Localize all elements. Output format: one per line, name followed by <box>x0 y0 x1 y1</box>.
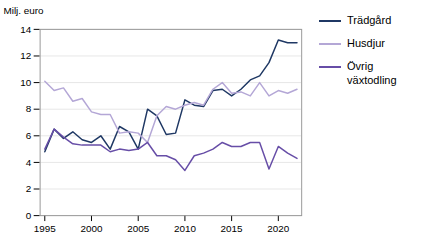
svg-text:10: 10 <box>20 77 32 88</box>
svg-text:14: 14 <box>20 24 32 35</box>
svg-text:8: 8 <box>26 103 32 114</box>
svg-text:6: 6 <box>26 130 32 141</box>
svg-text:2015: 2015 <box>221 223 244 234</box>
svg-text:2000: 2000 <box>80 223 103 234</box>
svg-text:2005: 2005 <box>127 223 150 234</box>
html-text:Husdjur: Husdjur <box>347 37 385 50</box>
svg-text:0: 0 <box>26 210 32 221</box>
html-text:Trädgård: Trädgård <box>347 14 392 26</box>
svg-text:2020: 2020 <box>267 223 290 234</box>
svg-text:12: 12 <box>20 50 31 61</box>
svg-text:2: 2 <box>26 183 32 194</box>
svg-text:2010: 2010 <box>174 223 197 234</box>
html-text:Övrig växtodling: Övrig växtodling <box>347 60 397 86</box>
svg-text:1995: 1995 <box>34 223 57 234</box>
svg-text:4: 4 <box>26 157 32 168</box>
svg-text:Milj. euro: Milj. euro <box>3 5 44 16</box>
